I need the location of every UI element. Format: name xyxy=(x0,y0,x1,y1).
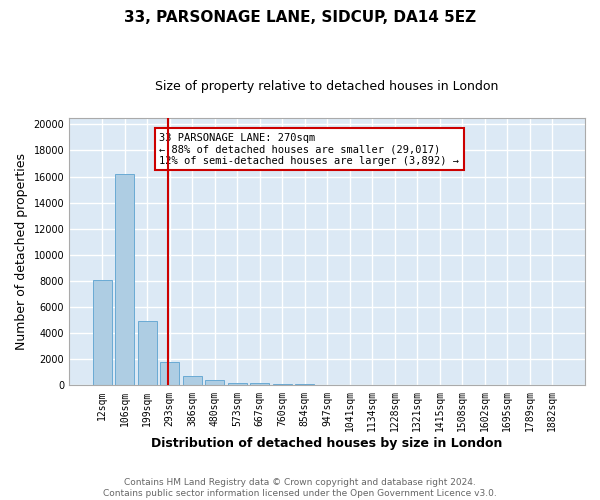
Text: Contains HM Land Registry data © Crown copyright and database right 2024.
Contai: Contains HM Land Registry data © Crown c… xyxy=(103,478,497,498)
Bar xyxy=(272,384,292,386)
Text: 33 PARSONAGE LANE: 270sqm
← 88% of detached houses are smaller (29,017)
12% of s: 33 PARSONAGE LANE: 270sqm ← 88% of detac… xyxy=(160,132,460,166)
Bar xyxy=(182,376,202,386)
Bar xyxy=(115,174,134,386)
Y-axis label: Number of detached properties: Number of detached properties xyxy=(15,153,28,350)
Bar xyxy=(92,280,112,386)
Text: 33, PARSONAGE LANE, SIDCUP, DA14 5EZ: 33, PARSONAGE LANE, SIDCUP, DA14 5EZ xyxy=(124,10,476,25)
Bar xyxy=(137,322,157,386)
X-axis label: Distribution of detached houses by size in London: Distribution of detached houses by size … xyxy=(151,437,503,450)
Bar xyxy=(295,384,314,386)
Bar xyxy=(227,382,247,386)
Bar xyxy=(250,384,269,386)
Bar xyxy=(205,380,224,386)
Title: Size of property relative to detached houses in London: Size of property relative to detached ho… xyxy=(155,80,499,93)
Bar xyxy=(160,362,179,386)
